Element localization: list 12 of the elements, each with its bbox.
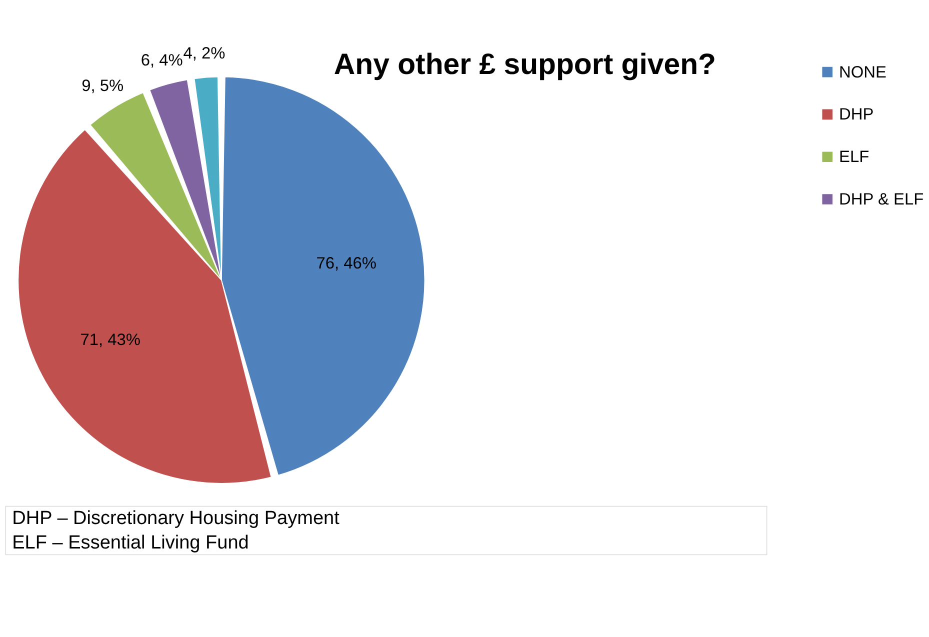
text: DHP – Discretionary Housing Payment [12,508,340,530]
data-label: 6, 4% [140,52,184,70]
legend-label: ELF [839,148,870,166]
legend-label: DHP [839,106,874,124]
legend-label: DHP & ELF [839,190,924,208]
text: ELF – Essential Living Fund [12,532,249,554]
data-label: 76, 46% [316,254,377,273]
chart-title: Any other £ support given? [334,48,716,81]
data-label: 4, 2% [183,44,226,62]
data-label: 9, 5% [82,77,124,96]
legend-label: NONE [839,63,887,82]
data-label: 71, 43% [80,330,141,349]
